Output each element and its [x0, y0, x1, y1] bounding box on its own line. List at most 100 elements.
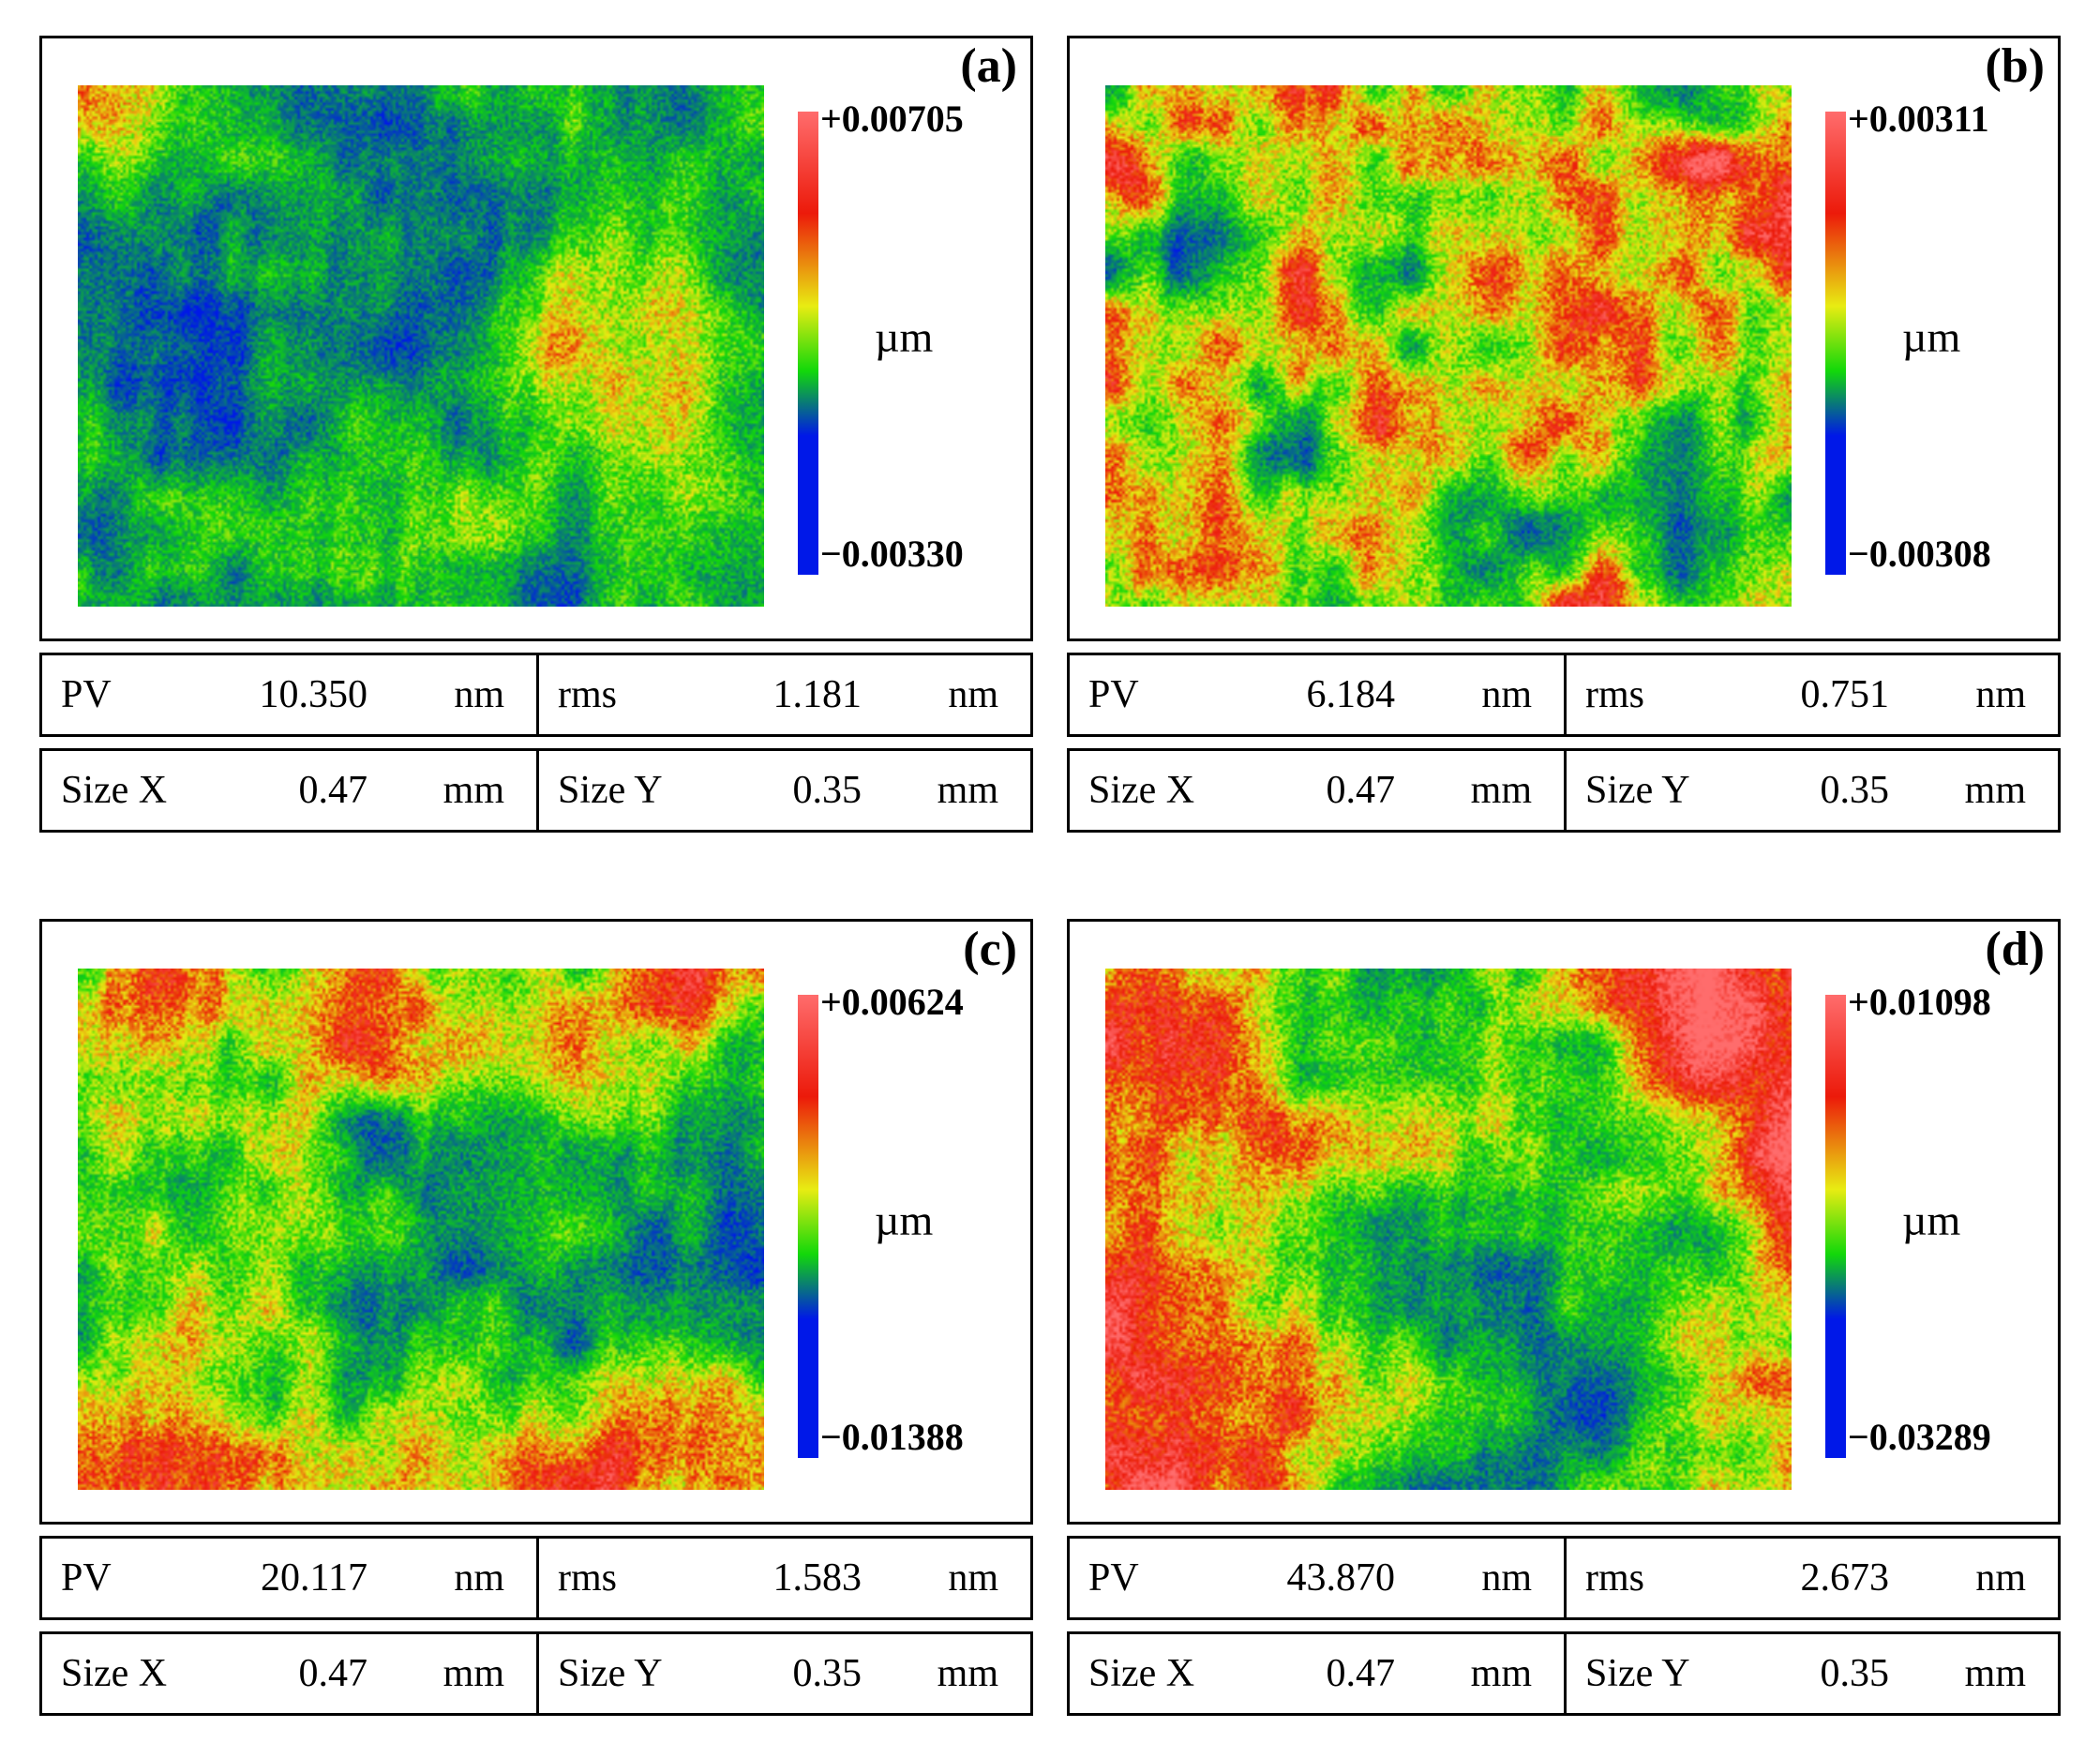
panel-label: (a) — [960, 39, 1017, 93]
pv-label: PV — [61, 673, 112, 716]
rms-label: rms — [1585, 1556, 1644, 1600]
size-y-unit: mm — [937, 1652, 998, 1695]
roughness-row: PV 10.350 nm rms 1.181 nm — [39, 653, 1033, 737]
surface-heatmap — [1105, 969, 1792, 1490]
scale-min-label: −0.01388 — [820, 1416, 964, 1458]
pv-unit: nm — [454, 1556, 504, 1600]
rms-unit: nm — [1975, 673, 2026, 716]
pv-cell: PV 6.184 nm — [1070, 655, 1564, 734]
rms-label: rms — [1585, 673, 1644, 716]
color-scale-bar — [1825, 995, 1846, 1458]
pv-value: 6.184 — [1306, 673, 1396, 716]
rms-unit: nm — [948, 1556, 998, 1600]
size-x-unit: mm — [1470, 1652, 1532, 1695]
size-x-cell: Size X 0.47 mm — [1070, 1634, 1564, 1713]
size-x-unit: mm — [442, 769, 504, 812]
pv-unit: nm — [454, 673, 504, 716]
surface-heatmap — [1105, 85, 1792, 607]
pv-unit: nm — [1481, 1556, 1532, 1600]
size-y-label: Size Y — [558, 769, 663, 812]
pv-cell: PV 10.350 nm — [42, 655, 536, 734]
panel-label: (b) — [1985, 39, 2045, 93]
size-x-value: 0.47 — [298, 1652, 368, 1695]
size-x-cell: Size X 0.47 mm — [42, 1634, 536, 1713]
pv-label: PV — [61, 1556, 112, 1600]
size-x-label: Size X — [61, 1652, 168, 1695]
size-y-cell: Size Y 0.35 mm — [1564, 751, 2058, 830]
pv-unit: nm — [1481, 673, 1532, 716]
roughness-row: PV 43.870 nm rms 2.673 nm — [1067, 1536, 2061, 1620]
scale-min-label: −0.03289 — [1848, 1416, 1991, 1458]
surface-heatmap — [78, 969, 764, 1490]
size-y-label: Size Y — [1585, 1652, 1690, 1695]
rms-label: rms — [558, 1556, 617, 1600]
size-x-value: 0.47 — [298, 769, 368, 812]
surface-map-frame: (a) +0.00705 µm −0.00330 — [39, 36, 1033, 641]
roughness-row: PV 20.117 nm rms 1.583 nm — [39, 1536, 1033, 1620]
pv-value: 20.117 — [261, 1556, 368, 1600]
size-y-unit: mm — [1964, 769, 2026, 812]
size-x-cell: Size X 0.47 mm — [42, 751, 536, 830]
size-x-unit: mm — [1470, 769, 1532, 812]
scale-max-label: +0.01098 — [1848, 981, 1991, 1023]
scale-max-label: +0.00705 — [820, 98, 964, 140]
size-y-cell: Size Y 0.35 mm — [1564, 1634, 2058, 1713]
surface-map-frame: (b) +0.00311 µm −0.00308 — [1067, 36, 2061, 641]
size-y-label: Size Y — [1585, 769, 1690, 812]
size-y-cell: Size Y 0.35 mm — [536, 751, 1030, 830]
scale-max-label: +0.00311 — [1848, 98, 1989, 140]
size-y-value: 0.35 — [1820, 769, 1890, 812]
panel-c: (c) +0.00624 µm −0.01388 PV 20.117 nm rm… — [39, 919, 1033, 1725]
size-row: Size X 0.47 mm Size Y 0.35 mm — [39, 748, 1033, 833]
rms-cell: rms 2.673 nm — [1564, 1539, 2058, 1617]
scale-min-label: −0.00308 — [1848, 533, 1991, 575]
color-scale-bar — [798, 995, 818, 1458]
rms-value: 1.181 — [772, 673, 862, 716]
size-y-cell: Size Y 0.35 mm — [536, 1634, 1030, 1713]
rms-unit: nm — [1975, 1556, 2026, 1600]
pv-cell: PV 43.870 nm — [1070, 1539, 1564, 1617]
size-x-value: 0.47 — [1326, 1652, 1396, 1695]
rms-cell: rms 1.583 nm — [536, 1539, 1030, 1617]
size-y-unit: mm — [1964, 1652, 2026, 1695]
pv-value: 10.350 — [259, 673, 368, 716]
rms-value: 2.673 — [1800, 1556, 1890, 1600]
size-y-value: 0.35 — [792, 1652, 862, 1695]
size-y-label: Size Y — [558, 1652, 663, 1695]
rms-value: 0.751 — [1800, 673, 1890, 716]
scale-unit-label: µm — [875, 313, 934, 361]
rms-unit: nm — [948, 673, 998, 716]
rms-label: rms — [558, 673, 617, 716]
panel-a: (a) +0.00705 µm −0.00330 PV 10.350 nm rm… — [39, 36, 1033, 842]
size-y-unit: mm — [937, 769, 998, 812]
size-x-label: Size X — [61, 769, 168, 812]
pv-cell: PV 20.117 nm — [42, 1539, 536, 1617]
scale-max-label: +0.00624 — [820, 981, 964, 1023]
roughness-row: PV 6.184 nm rms 0.751 nm — [1067, 653, 2061, 737]
pv-label: PV — [1088, 673, 1139, 716]
color-scale-bar — [1825, 112, 1846, 575]
panel-label: (d) — [1985, 923, 2045, 976]
size-x-cell: Size X 0.47 mm — [1070, 751, 1564, 830]
size-x-label: Size X — [1088, 1652, 1195, 1695]
size-x-unit: mm — [442, 1652, 504, 1695]
size-row: Size X 0.47 mm Size Y 0.35 mm — [1067, 748, 2061, 833]
pv-value: 43.870 — [1286, 1556, 1396, 1600]
panel-label: (c) — [963, 923, 1017, 976]
surface-map-frame: (d) +0.01098 µm −0.03289 — [1067, 919, 2061, 1525]
size-row: Size X 0.47 mm Size Y 0.35 mm — [39, 1631, 1033, 1716]
panel-d: (d) +0.01098 µm −0.03289 PV 43.870 nm rm… — [1067, 919, 2061, 1725]
scale-min-label: −0.00330 — [820, 533, 964, 575]
size-y-value: 0.35 — [792, 769, 862, 812]
rms-cell: rms 0.751 nm — [1564, 655, 2058, 734]
color-scale-bar — [798, 112, 818, 575]
scale-unit-label: µm — [875, 1196, 934, 1244]
scale-unit-label: µm — [1902, 313, 1961, 361]
surface-map-frame: (c) +0.00624 µm −0.01388 — [39, 919, 1033, 1525]
surface-heatmap — [78, 85, 764, 607]
panel-b: (b) +0.00311 µm −0.00308 PV 6.184 nm rms… — [1067, 36, 2061, 842]
scale-unit-label: µm — [1902, 1196, 1961, 1244]
pv-label: PV — [1088, 1556, 1139, 1600]
rms-cell: rms 1.181 nm — [536, 655, 1030, 734]
size-x-label: Size X — [1088, 769, 1195, 812]
